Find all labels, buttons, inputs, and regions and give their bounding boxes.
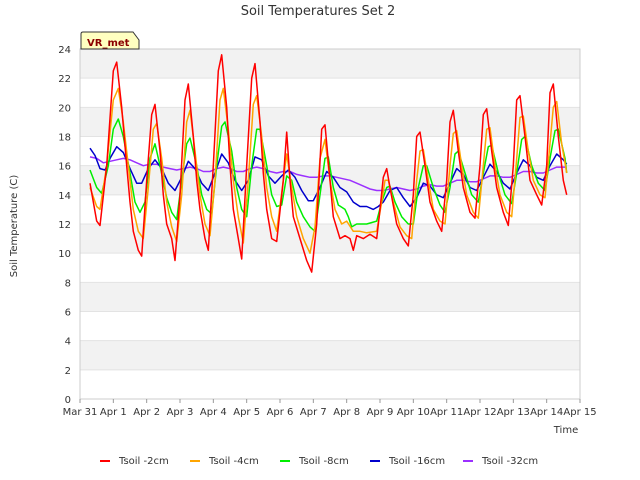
x-tick-label: Apr 7 <box>300 407 327 418</box>
plot-frame <box>79 48 581 400</box>
x-tick-label: Apr 5 <box>233 407 260 418</box>
y-tick-label: 6 <box>65 308 71 319</box>
legend-label: Tsoil -8cm <box>298 456 349 467</box>
chart-title: Soil Temperatures Set 2 <box>241 4 396 19</box>
badge-label: VR_met <box>87 38 130 49</box>
y-tick-label: 22 <box>58 74 71 85</box>
x-tick-label: Apr 4 <box>200 407 227 418</box>
series-line-tsoil-8cm <box>89 118 568 233</box>
series-line-tsoil-2cm <box>89 54 568 273</box>
y-tick-label: 2 <box>65 366 71 377</box>
y-tick-label: 4 <box>65 337 71 348</box>
legend-label: Tsoil -4cm <box>208 456 259 467</box>
legend-item: Tsoil -8cm <box>280 456 349 467</box>
x-axis-label: Time <box>553 425 578 436</box>
station-badge: VR_met <box>80 31 140 50</box>
x-tick-label: Apr 11 <box>430 407 463 418</box>
y-tick-label: 0 <box>65 395 71 406</box>
x-tick-label: Mar 31 <box>63 407 98 418</box>
y-tick-label: 16 <box>58 162 71 173</box>
grid-band <box>80 49 580 79</box>
x-tick-label: Apr 15 <box>563 407 596 418</box>
legend-item: Tsoil -4cm <box>190 456 259 467</box>
grid-band <box>80 282 580 312</box>
legend-label: Tsoil -16cm <box>388 456 445 467</box>
x-tick-label: Apr 6 <box>267 407 294 418</box>
y-tick-label: 12 <box>58 220 71 231</box>
y-tick-label: 18 <box>58 133 71 144</box>
x-tick-label: Apr 8 <box>333 407 360 418</box>
grid-band <box>80 107 580 137</box>
x-tick-label: Apr 1 <box>100 407 127 418</box>
x-tick-label: Apr 14 <box>530 407 563 418</box>
series-layer <box>89 54 568 273</box>
y-tick-label: 20 <box>58 103 71 114</box>
x-tick-label: Apr 12 <box>463 407 496 418</box>
x-tick-label: Apr 3 <box>167 407 194 418</box>
y-tick-label: 8 <box>65 278 71 289</box>
legend-label: Tsoil -2cm <box>118 456 169 467</box>
legend-item: Tsoil -2cm <box>100 456 169 467</box>
x-tick-label: Apr 9 <box>367 407 394 418</box>
y-axis-label: Soil Temperature (C) <box>9 175 20 278</box>
legend: Tsoil -2cm Tsoil -4cm Tsoil -8cm Tsoil -16c… <box>100 456 538 467</box>
grid-band <box>80 224 580 254</box>
y-tick-label: 10 <box>58 249 71 260</box>
x-axis-ticks: Mar 31 Apr 1 Apr 2 Apr 3 Apr 4 Apr 5 Apr 6 Apr … <box>63 399 597 418</box>
y-tick-label: 14 <box>58 191 71 202</box>
legend-item: Tsoil -32cm <box>463 456 538 467</box>
grid-band <box>80 340 580 370</box>
x-tick-label: Apr 10 <box>397 407 430 418</box>
legend-item: Tsoil -16cm <box>370 456 445 467</box>
legend-label: Tsoil -32cm <box>481 456 538 467</box>
badge-box <box>80 31 140 50</box>
y-tick-label: 24 <box>58 45 71 56</box>
x-tick-label: Apr 13 <box>497 407 530 418</box>
x-tick-label: Apr 2 <box>133 407 160 418</box>
